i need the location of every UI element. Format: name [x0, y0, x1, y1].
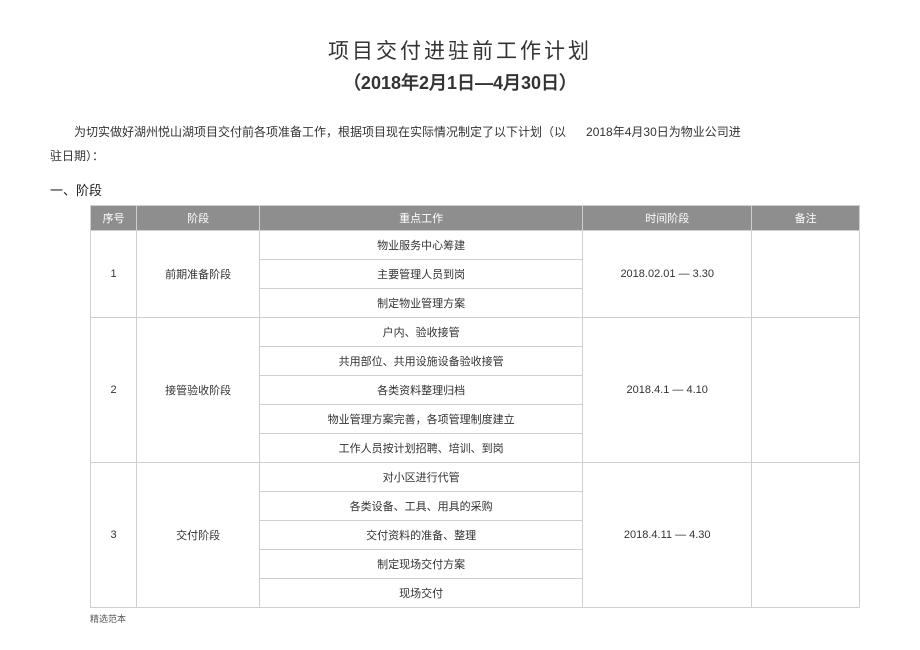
cell-seq: 3: [91, 463, 137, 608]
section-heading: 一、阶段: [50, 180, 870, 199]
cell-work: 交付资料的准备、整理: [260, 521, 583, 550]
cell-work: 物业管理方案完善，各项管理制度建立: [260, 405, 583, 434]
cell-work: 物业服务中心筹建: [260, 231, 583, 260]
intro-part1: 为切实做好湖州悦山湖项目交付前各项准备工作，根据项目现在实际情况制定了以下计划（…: [74, 125, 566, 139]
cell-note: [752, 463, 860, 608]
cell-work: 现场交付: [260, 579, 583, 608]
intro-date: 2018年4月30日为物业公司进: [586, 125, 741, 139]
th-time: 时间阶段: [583, 206, 752, 231]
cell-work: 对小区进行代管: [260, 463, 583, 492]
cell-time: 2018.4.1 — 4.10: [583, 318, 752, 463]
th-phase: 阶段: [137, 206, 260, 231]
cell-note: [752, 318, 860, 463]
cell-seq: 1: [91, 231, 137, 318]
phase-table: 序号 阶段 重点工作 时间阶段 备注 1前期准备阶段物业服务中心筹建2018.0…: [90, 205, 860, 608]
table-row: 2接管验收阶段户内、验收接管2018.4.1 — 4.10: [91, 318, 860, 347]
th-work: 重点工作: [260, 206, 583, 231]
footer-note: 精选范本: [90, 612, 870, 625]
cell-work: 各类设备、工具、用具的采购: [260, 492, 583, 521]
cell-note: [752, 231, 860, 318]
cell-seq: 2: [91, 318, 137, 463]
intro-part2: 驻日期）：: [50, 144, 870, 168]
cell-time: 2018.4.11 — 4.30: [583, 463, 752, 608]
document-title-block: 项目交付进驻前工作计划 （2018年2月1日—4月30日）: [50, 35, 870, 95]
cell-work: 制定物业管理方案: [260, 289, 583, 318]
cell-work: 主要管理人员到岗: [260, 260, 583, 289]
cell-phase: 交付阶段: [137, 463, 260, 608]
cell-work: 户内、验收接管: [260, 318, 583, 347]
th-note: 备注: [752, 206, 860, 231]
table-row: 3交付阶段对小区进行代管2018.4.11 — 4.30: [91, 463, 860, 492]
cell-phase: 接管验收阶段: [137, 318, 260, 463]
cell-time: 2018.02.01 — 3.30: [583, 231, 752, 318]
cell-work: 共用部位、共用设施设备验收接管: [260, 347, 583, 376]
cell-phase: 前期准备阶段: [137, 231, 260, 318]
cell-work: 制定现场交付方案: [260, 550, 583, 579]
cell-work: 工作人员按计划招聘、培训、到岗: [260, 434, 583, 463]
phase-table-wrap: 序号 阶段 重点工作 时间阶段 备注 1前期准备阶段物业服务中心筹建2018.0…: [90, 205, 860, 608]
title-line1: 项目交付进驻前工作计划: [50, 35, 870, 65]
title-line2: （2018年2月1日—4月30日）: [50, 69, 870, 95]
th-seq: 序号: [91, 206, 137, 231]
table-row: 1前期准备阶段物业服务中心筹建2018.02.01 — 3.30: [91, 231, 860, 260]
table-header-row: 序号 阶段 重点工作 时间阶段 备注: [91, 206, 860, 231]
intro-paragraph: 为切实做好湖州悦山湖项目交付前各项准备工作，根据项目现在实际情况制定了以下计划（…: [50, 120, 870, 168]
cell-work: 各类资料整理归档: [260, 376, 583, 405]
